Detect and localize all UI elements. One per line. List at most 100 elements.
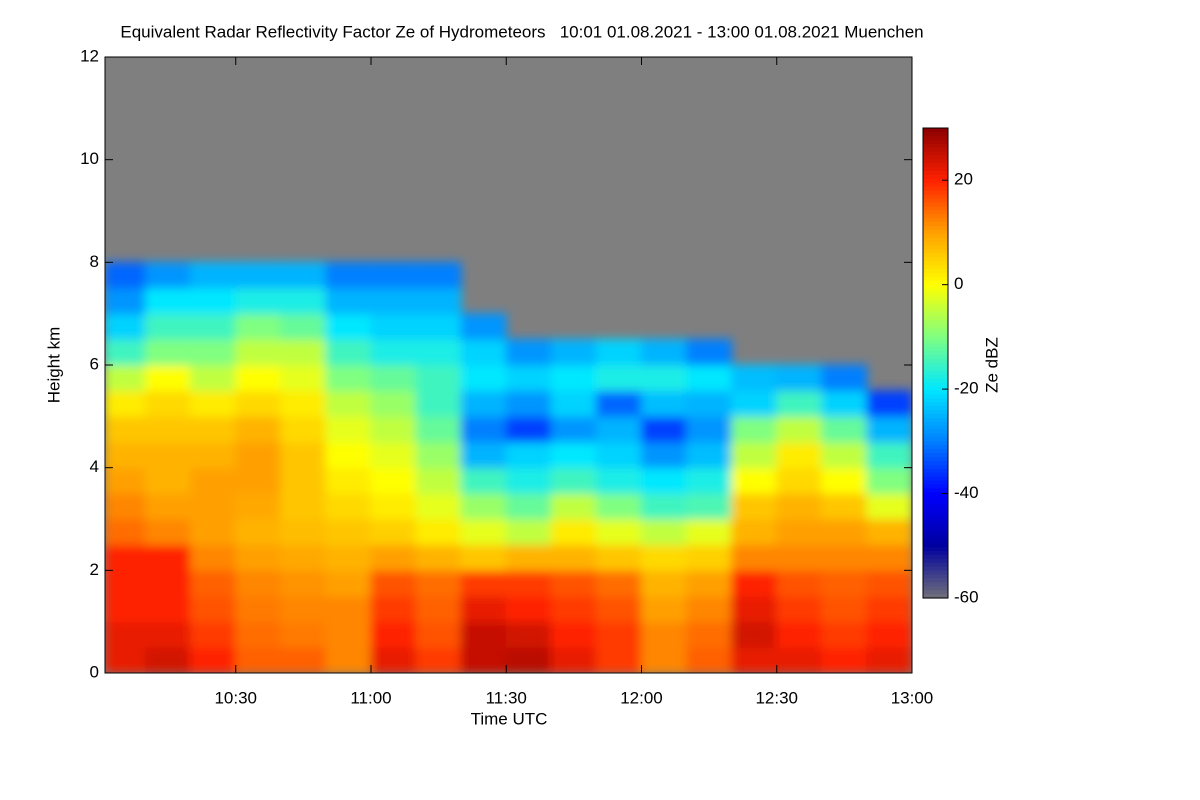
heatmap-cell [145, 518, 192, 546]
heatmap-cell [460, 441, 507, 469]
heatmap-cell [105, 338, 147, 366]
colorbar-stripe [923, 233, 948, 239]
heatmap-cell [731, 492, 778, 520]
heatmap-cell [460, 415, 507, 443]
colorbar-stripe [923, 237, 948, 243]
heatmap-cell [776, 621, 823, 648]
heatmap-cell [866, 646, 912, 673]
heatmap-cell [550, 415, 597, 443]
colorbar-stripe [923, 464, 948, 470]
heatmap-cell [550, 595, 597, 623]
heatmap-cell [105, 390, 147, 417]
colorbar-stripe [923, 460, 948, 466]
heatmap-cell [325, 313, 372, 340]
heatmap-cell [776, 390, 823, 417]
heatmap-cell [235, 441, 282, 469]
heatmap-cell [105, 646, 147, 673]
colorbar-stripe [923, 343, 948, 348]
colorbar-stripe [923, 535, 948, 540]
heatmap-cell [280, 390, 327, 417]
colorbar-stripe [923, 265, 948, 270]
colorbar-stripe [923, 527, 948, 533]
colorbar-stripe [923, 590, 948, 595]
heatmap-cell [550, 621, 597, 648]
colorbar-stripe [923, 186, 948, 192]
heatmap-cell [686, 415, 733, 443]
heatmap-cell [370, 441, 417, 469]
colorbar-stripe [923, 323, 948, 329]
colorbar-stripe [923, 382, 948, 388]
colorbar-stripe [923, 167, 948, 172]
heatmap-cell [415, 261, 462, 289]
colorbar-stripe [923, 425, 948, 431]
heatmap-cell [686, 646, 733, 673]
heatmap-cell [235, 544, 282, 571]
colorbar-stripe [923, 178, 948, 184]
heatmap-cell [550, 390, 597, 417]
heatmap-cell [105, 313, 147, 340]
heatmap-cell [505, 415, 552, 443]
heatmap-cell [415, 492, 462, 520]
heatmap-cell [595, 415, 642, 443]
x-tick-label: 11:30 [486, 688, 527, 707]
heatmap-cell [821, 364, 868, 392]
heatmap-cell [595, 595, 642, 623]
heatmap-cell [821, 518, 868, 546]
heatmap-cell [190, 338, 237, 366]
heatmap-cell [776, 467, 823, 494]
colorbar-stripe [923, 190, 948, 196]
heatmap-cell [105, 621, 147, 648]
heatmap-cell [776, 518, 823, 546]
colorbar-stripe [923, 492, 948, 497]
heatmap-cell [190, 415, 237, 443]
colorbar-stripe [923, 218, 948, 223]
colorbar-stripe [923, 245, 948, 251]
heatmap-cell [866, 569, 912, 597]
colorbar-stripe [923, 155, 948, 160]
colorbar-stripe [923, 210, 948, 215]
heatmap-cell [460, 364, 507, 392]
heatmap-cell [235, 261, 282, 289]
heatmap-cell [370, 364, 417, 392]
heatmap-cell [821, 441, 868, 469]
heatmap-cell [325, 441, 372, 469]
heatmap-cell [415, 569, 462, 597]
heatmap-cell [460, 595, 507, 623]
heatmap-cell [325, 415, 372, 443]
heatmap-cell [370, 467, 417, 494]
heatmap-cell [280, 441, 327, 469]
heatmap-cell [280, 313, 327, 340]
heatmap-cell [595, 441, 642, 469]
chart-title: Equivalent Radar Reflectivity Factor Ze … [120, 22, 923, 41]
heatmap-cell [145, 261, 192, 289]
heatmap-cell [190, 518, 237, 546]
heatmap-cell [866, 595, 912, 623]
heatmap-cell [731, 544, 778, 571]
colorbar-stripe [923, 135, 948, 141]
colorbar-stripe [923, 312, 948, 317]
heatmap-cell [235, 518, 282, 546]
heatmap-cell [505, 364, 552, 392]
colorbar-stripe [923, 131, 948, 137]
heatmap-cell [235, 595, 282, 623]
heatmap-cell [686, 338, 733, 366]
heatmap-cell [415, 338, 462, 366]
heatmap-cell [460, 569, 507, 597]
heatmap-cell [821, 390, 868, 417]
heatmap-cell [415, 390, 462, 417]
colorbar-stripe [923, 280, 948, 286]
heatmap-cell [595, 467, 642, 494]
heatmap-cell [731, 467, 778, 494]
colorbar-stripe [923, 504, 948, 509]
heatmap-cell [145, 595, 192, 623]
heatmap-cell [415, 544, 462, 571]
y-tick-label: 10 [80, 149, 99, 168]
heatmap-cell [190, 544, 237, 571]
heatmap-cell [595, 646, 642, 673]
heatmap-cell [325, 492, 372, 520]
x-tick-label: 10:30 [214, 688, 257, 707]
heatmap-cell [731, 569, 778, 597]
heatmap-cell [731, 441, 778, 469]
heatmap-cell [505, 569, 552, 597]
colorbar-frame [922, 127, 949, 599]
